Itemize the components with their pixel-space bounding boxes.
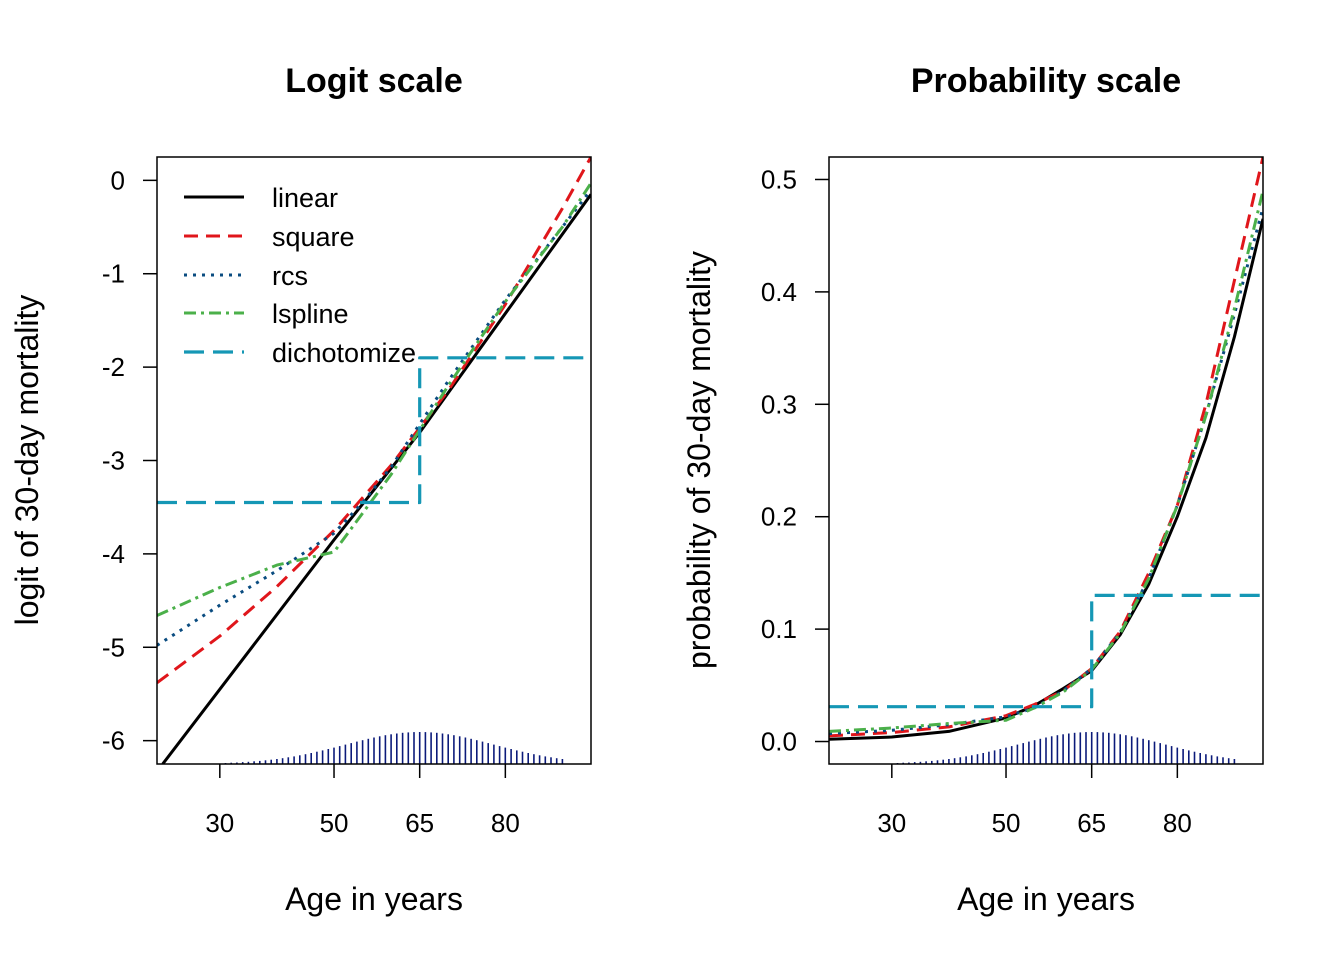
x-tick-label: 50 [320, 808, 349, 838]
y-tick-label: -1 [102, 259, 125, 289]
y-tick-label: -4 [102, 539, 125, 569]
y-tick-label: 0.1 [761, 614, 797, 644]
x-axis: 30 50 65 80 [877, 764, 1192, 838]
x-tick-label: 80 [491, 808, 520, 838]
series-line-lspline [157, 182, 591, 617]
series-line-dichotomize [829, 593, 1263, 709]
rug-plot [896, 732, 1236, 764]
rug-plot [224, 732, 564, 764]
y-axis: 0.0 0.1 0.2 0.3 0.4 0.5 [761, 164, 829, 757]
legend: linear square rcs lspline dichotomize [184, 183, 416, 368]
series-line-dichotomize [157, 356, 591, 505]
y-tick-label: -6 [102, 726, 125, 756]
y-tick-label: -5 [102, 632, 125, 662]
x-axis-label: Age in years [957, 881, 1135, 917]
x-tick-label: 30 [877, 808, 906, 838]
chart-title: Logit scale [285, 62, 463, 100]
y-tick-label: 0.0 [761, 727, 797, 757]
y-axis-label: probability of 30-day mortality [681, 251, 717, 669]
series-line-square [829, 157, 1263, 738]
x-axis-label: Age in years [285, 881, 463, 917]
legend-label-dichotomize: dichotomize [272, 338, 416, 368]
y-tick-label: 0 [111, 165, 125, 195]
plot-frame [156, 156, 592, 765]
probability-scale-panel: Probability scale Age in years probabili… [681, 62, 1264, 917]
chart-title: Probability scale [911, 62, 1181, 100]
series-line-linear [829, 218, 1263, 741]
x-tick-label: 65 [405, 808, 434, 838]
plot-frame [828, 156, 1264, 765]
legend-label-square: square [272, 222, 355, 252]
y-axis: 0 -1 -2 -3 -4 -5 -6 [102, 165, 157, 756]
x-tick-label: 50 [992, 808, 1021, 838]
y-tick-label: 0.5 [761, 164, 797, 194]
logit-scale-panel: Logit scale Age in years logit of 30-day… [9, 62, 592, 917]
series-line-rcs [829, 207, 1263, 736]
series-line-linear [161, 193, 591, 764]
x-axis: 30 50 65 80 [205, 764, 520, 838]
series-group [829, 157, 1263, 741]
legend-label-linear: linear [272, 183, 338, 213]
series-line-square [157, 157, 591, 685]
x-tick-label: 65 [1077, 808, 1106, 838]
y-tick-label: -3 [102, 446, 125, 476]
y-tick-label: -2 [102, 352, 125, 382]
y-axis-label: logit of 30-day mortality [9, 295, 45, 626]
legend-label-lspline: lspline [272, 299, 349, 329]
x-tick-label: 30 [205, 808, 234, 838]
x-tick-label: 80 [1163, 808, 1192, 838]
series-group [157, 157, 591, 764]
series-line-rcs [157, 188, 591, 647]
y-tick-label: 0.2 [761, 502, 797, 532]
legend-label-rcs: rcs [272, 261, 308, 291]
y-tick-label: 0.4 [761, 277, 797, 307]
y-tick-label: 0.3 [761, 389, 797, 419]
